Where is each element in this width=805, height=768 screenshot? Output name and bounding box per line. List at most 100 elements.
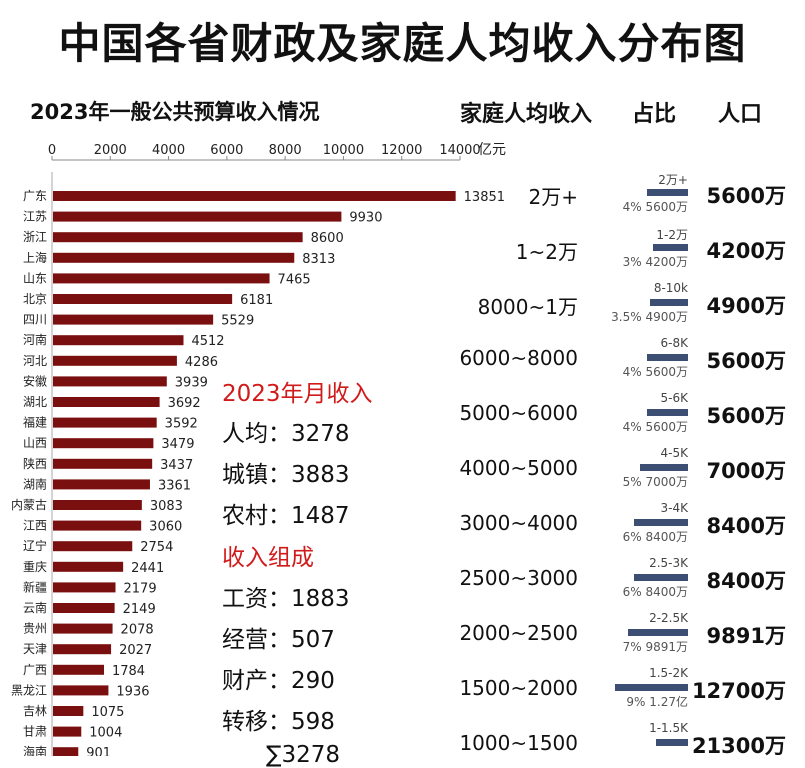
bar-value-label: 4286 — [185, 355, 218, 370]
population-label: 4900万 — [706, 294, 786, 318]
category-label: 吉林 — [23, 704, 47, 718]
bar — [53, 355, 177, 366]
income-share-bar — [628, 629, 688, 636]
income-bar-label: 1.5-2K — [649, 666, 688, 680]
income-band-label: 3000~4000 — [459, 511, 578, 535]
income-band-label: 2500~3000 — [459, 566, 578, 590]
population-label: 8400万 — [706, 514, 786, 538]
category-label: 福建 — [23, 415, 47, 430]
bar — [53, 500, 142, 510]
income-band-label: 5000~6000 — [459, 401, 578, 425]
bar-value-label: 13851 — [464, 190, 505, 205]
bar-value-label: 2078 — [121, 623, 154, 638]
bar-value-label: 901 — [86, 746, 111, 756]
monthly-row: 城镇：3883 — [222, 455, 350, 489]
composition-total: ∑3278 — [266, 742, 341, 768]
category-label: 四川 — [23, 313, 47, 327]
bar-value-label: 2149 — [123, 602, 156, 617]
monthly-row-value: 3883 — [291, 462, 350, 488]
category-label: 天津 — [23, 642, 47, 656]
population-label: 12700万 — [691, 679, 786, 703]
income-share-text: 3.5% 4900万 — [611, 310, 688, 324]
bar — [53, 664, 104, 675]
bar — [53, 458, 153, 469]
composition-row-value: 598 — [291, 709, 335, 735]
composition-title: 收入组成 — [222, 545, 314, 571]
category-label: 广西 — [23, 663, 47, 677]
bar-value-label: 1004 — [89, 726, 122, 741]
bar — [53, 314, 214, 325]
bar-value-label: 2179 — [124, 581, 157, 596]
income-bar-label: 5-6K — [660, 391, 688, 405]
x-axis-unit: 亿元 — [478, 142, 506, 158]
category-label: 重庆 — [23, 560, 47, 574]
income-bar-label: 8-10k — [653, 281, 688, 295]
population-label: 5600万 — [706, 184, 786, 208]
monthly-row-value: 3278 — [291, 421, 350, 447]
income-band-label: 1500~2000 — [459, 676, 578, 700]
income-share-bar — [653, 244, 688, 251]
category-label: 云南 — [23, 600, 47, 615]
income-share-text: 5% 7000万 — [622, 475, 688, 489]
composition-row-label: 转移： — [222, 709, 291, 735]
x-tick-label: 10000 — [323, 143, 364, 158]
category-label: 山东 — [23, 271, 47, 285]
category-label: 广东 — [23, 189, 47, 203]
category-label: 浙江 — [23, 230, 47, 244]
income-bar-label: 1-2万 — [656, 228, 688, 242]
bar — [53, 726, 82, 737]
composition-row-value: 290 — [291, 668, 335, 694]
income-share-bar — [634, 519, 688, 526]
bar-value-label: 3592 — [165, 417, 198, 432]
category-label: 安徽 — [23, 373, 47, 388]
x-tick-label: 12000 — [381, 143, 422, 158]
income-bar-label: 2.5-3K — [649, 556, 688, 570]
bar-value-label: 3479 — [161, 437, 194, 452]
composition-row: 财产：290 — [222, 661, 335, 695]
income-share-bar — [656, 739, 688, 746]
bar — [53, 397, 160, 407]
x-tick-label: 6000 — [210, 143, 243, 158]
bar — [53, 376, 167, 387]
bar-value-label: 3939 — [175, 375, 208, 390]
income-share-bar — [634, 574, 688, 581]
category-label: 江西 — [23, 519, 47, 533]
composition-row-value: 507 — [291, 627, 335, 653]
share-header: 占比 — [632, 102, 677, 127]
category-label: 内蒙古 — [11, 497, 47, 512]
composition-row-label: 经营： — [222, 627, 291, 653]
bar-value-label: 2441 — [131, 561, 164, 576]
population-label: 7000万 — [706, 459, 786, 483]
income-band-label: 1~2万 — [515, 240, 578, 264]
bar-value-label: 3083 — [150, 499, 183, 514]
income-band-label: 6000~8000 — [459, 346, 578, 370]
category-label: 江苏 — [23, 210, 47, 224]
bar — [53, 685, 109, 696]
composition-row: 转移：598 — [222, 702, 335, 736]
category-label: 北京 — [23, 292, 47, 306]
bar-value-label: 3692 — [168, 396, 201, 411]
category-label: 辽宁 — [23, 538, 47, 553]
bar — [53, 417, 157, 428]
income-header: 家庭人均收入 — [460, 102, 593, 127]
composition-row: 经营：507 — [222, 620, 335, 654]
income-bar-label: 1-1.5K — [649, 721, 688, 735]
category-label: 湖南 — [23, 476, 47, 491]
bar-value-label: 6181 — [240, 293, 273, 308]
income-share-text: 3% 4200万 — [622, 255, 688, 269]
bar — [53, 191, 456, 201]
population-label: 9891万 — [706, 624, 786, 648]
bar-value-label: 3361 — [158, 478, 191, 493]
income-share-bar — [640, 464, 688, 471]
population-label: 5600万 — [706, 349, 786, 373]
chart-title: 2023年一般公共预算收入情况 — [30, 100, 320, 124]
category-label: 上海 — [23, 250, 47, 265]
population-label: 4200万 — [706, 239, 786, 263]
income-band-label: 1000~1500 — [459, 731, 578, 755]
income-bar-label: 2-2.5K — [649, 611, 688, 625]
x-tick-label: 2000 — [94, 143, 127, 158]
bar-value-label: 1784 — [112, 664, 145, 679]
category-label: 黑龙江 — [11, 683, 47, 697]
bar — [53, 706, 84, 716]
main-title: 中国各省财政及家庭人均收入分布图 — [58, 19, 747, 68]
